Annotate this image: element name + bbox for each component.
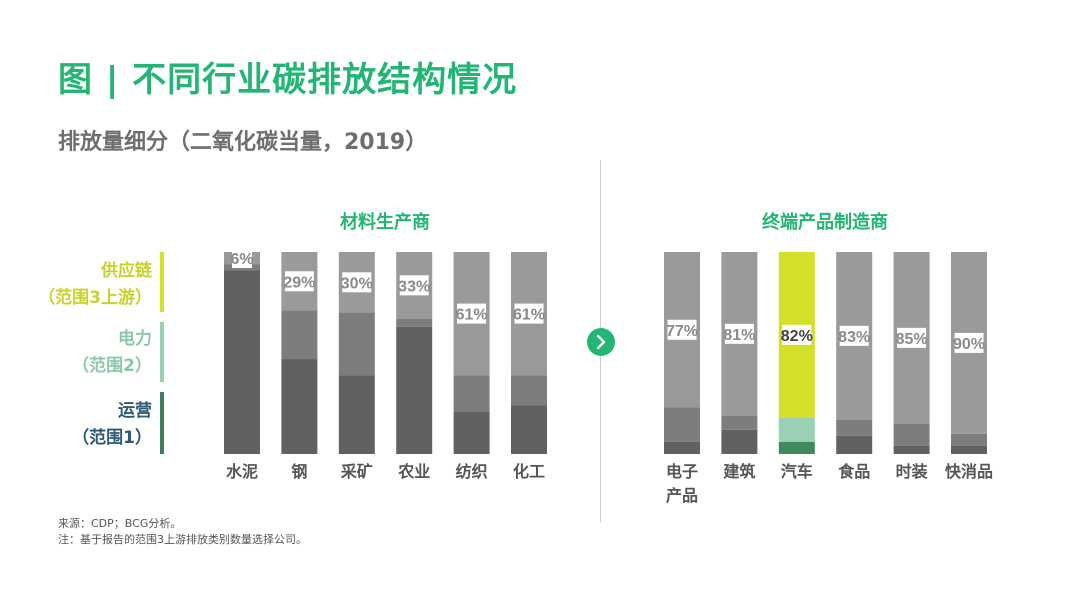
bar-segment-operations (453, 411, 490, 454)
data-label-box (457, 303, 487, 324)
bar-segment-power (893, 423, 930, 446)
data-label-box (782, 324, 812, 345)
bar-segment-power (281, 310, 318, 360)
category-label: 建筑 (723, 462, 755, 481)
bar-segment-operations (721, 429, 758, 454)
legend-operations-label: 运营 (118, 401, 152, 421)
category-label: 时装 (896, 462, 928, 481)
legend-supply-chain-scope: （范围3上游） (38, 288, 152, 308)
bar-segment-operations (338, 375, 375, 454)
group-title-materials: 材料生产商 (340, 212, 430, 233)
category-label: 采矿 (340, 462, 373, 481)
bar-segment-operations (511, 405, 547, 454)
bar-segment-operations (281, 359, 318, 454)
data-label-box (514, 303, 544, 324)
bar-segment-power (836, 419, 873, 436)
bar-segment-power (338, 312, 375, 376)
data-label: 77% (666, 323, 698, 340)
category-label: 钢 (291, 462, 307, 481)
data-label-box (954, 332, 984, 353)
note-line: 注：基于报告的范围3上游排放类别数量选择公司。 (58, 533, 307, 546)
group-title-end-products: 终端产品制造商 (762, 212, 888, 233)
legend-operations-bar (160, 392, 164, 454)
chevron-right-icon (587, 328, 615, 356)
legend-power-label: 电力 (118, 329, 152, 349)
data-label-box (897, 327, 927, 348)
bar-segment-operations (224, 270, 260, 454)
data-label: 83% (838, 329, 870, 346)
legend-supply-chain: 供应链 （范围3上游） (32, 258, 152, 312)
category-label: 水泥 (226, 462, 258, 481)
legend-power: 电力 （范围2） (32, 326, 152, 380)
bar-segment-operations (664, 441, 700, 454)
data-label-box (232, 248, 252, 269)
source-note: 来源：CDP；BCG分析。 注：基于报告的范围3上游排放类别数量选择公司。 (58, 516, 307, 548)
source-line: 来源：CDP；BCG分析。 (58, 517, 182, 530)
bar-segment-power (511, 375, 547, 406)
data-label: 61% (513, 307, 545, 324)
category-label: 电子 (666, 462, 698, 481)
bar-segment-power (951, 433, 987, 446)
bar-segment-operations (893, 445, 930, 454)
bar-segment-operations (396, 326, 433, 454)
bar-segment-operations (951, 445, 987, 454)
data-label: 30% (341, 275, 373, 292)
legend-supply-chain-label: 供应链 (101, 261, 152, 281)
bar-segment-power (721, 415, 758, 430)
bar-segment-operations (836, 435, 873, 454)
data-label-box (284, 271, 314, 292)
data-label-box (667, 319, 697, 340)
data-label-box (724, 323, 754, 344)
category-label: 农业 (397, 462, 430, 481)
category-label: 产品 (666, 486, 698, 505)
bar-segment-power (453, 375, 490, 412)
data-label-box (399, 275, 429, 296)
category-label: 纺织 (456, 462, 488, 481)
data-label: 33% (398, 278, 430, 295)
bar-segment-operations (778, 441, 815, 454)
data-label: 6% (230, 251, 253, 268)
legend-supply-chain-bar (160, 252, 164, 312)
legend-operations-scope: （范围1） (72, 428, 152, 448)
category-label: 快消品 (945, 462, 993, 481)
chart-subtitle: 排放量细分（二氧化碳当量，2019） (58, 130, 428, 155)
legend-power-bar (160, 322, 164, 382)
data-label: 85% (896, 331, 928, 348)
page-title: 图 | 不同行业碳排放结构情况 (58, 60, 518, 100)
legend-power-scope: （范围2） (72, 356, 152, 376)
data-label-box (342, 272, 372, 293)
data-label: 29% (283, 274, 315, 291)
data-label: 82% (781, 328, 813, 345)
bar-segment-power (396, 318, 433, 327)
data-label-box (839, 325, 869, 346)
category-label: 化工 (513, 462, 545, 481)
bar-segment-power (664, 407, 700, 442)
bar-segment-power (778, 417, 815, 442)
data-label: 61% (456, 307, 488, 324)
category-label: 汽车 (781, 462, 813, 481)
data-label: 81% (723, 327, 755, 344)
data-label: 90% (953, 336, 985, 353)
category-label: 食品 (837, 462, 870, 481)
legend-operations: 运营 （范围1） (32, 398, 152, 452)
